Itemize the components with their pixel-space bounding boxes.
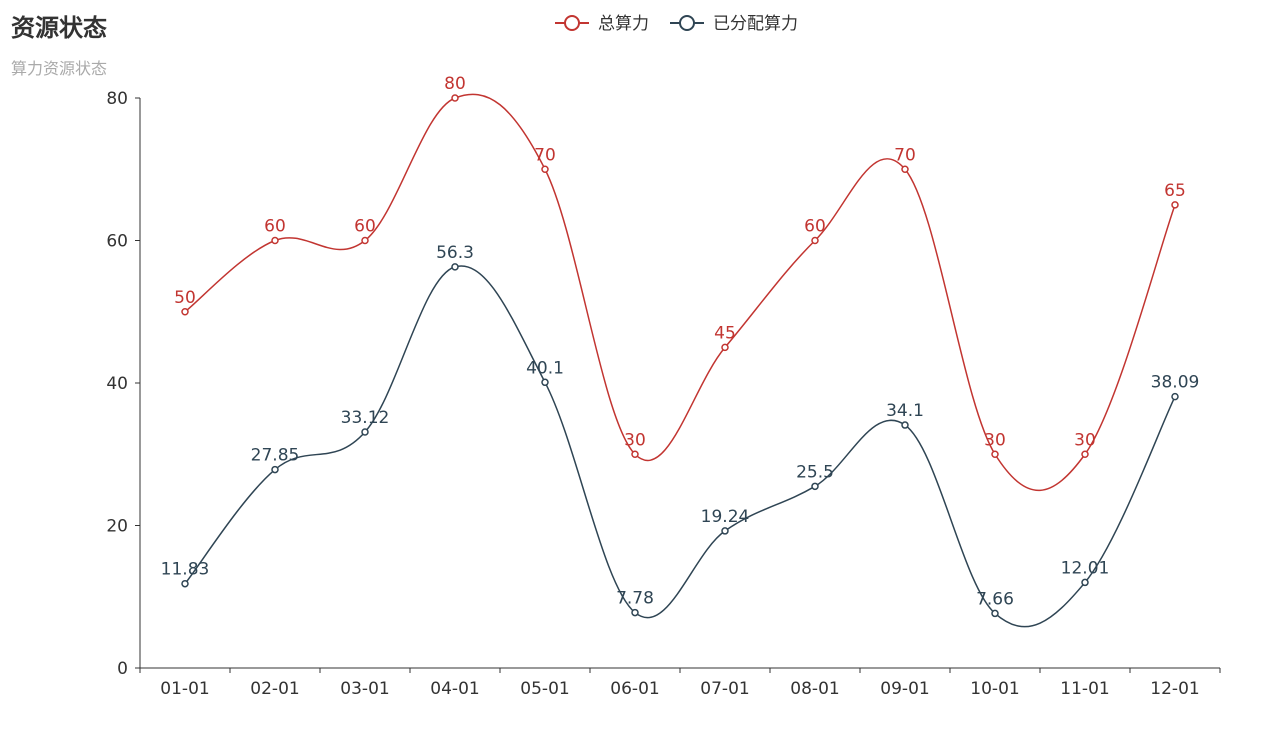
data-label: 45 [714,323,736,343]
data-point[interactable] [991,609,999,618]
series-line [184,93,1176,492]
data-point[interactable] [1081,578,1089,587]
data-label: 11.83 [161,560,210,580]
data-label: 50 [174,288,196,308]
legend-item[interactable]: 已分配算力 [670,14,798,34]
data-label: 27.85 [251,446,300,466]
x-tick-label: 08-01 [790,679,839,699]
x-tick-label: 05-01 [520,679,569,699]
data-label: 33.12 [341,408,390,428]
data-label: 7.66 [976,589,1014,609]
chart-subtitle: 算力资源状态 [11,59,108,78]
data-label: 38.09 [1151,373,1200,393]
data-label: 80 [444,74,466,94]
data-label: 30 [1074,430,1096,450]
data-point[interactable] [181,579,189,588]
data-point[interactable] [631,450,639,458]
data-point[interactable] [361,236,369,245]
data-point[interactable] [271,465,279,474]
x-tick-label: 07-01 [700,679,749,699]
data-label: 40.1 [526,358,564,378]
data-point[interactable] [541,165,549,173]
data-point[interactable] [181,308,189,316]
legend-marker [679,15,695,31]
x-tick-label: 02-01 [250,679,299,699]
chart-title: 资源状态 [11,14,107,42]
data-label: 12.01 [1061,558,1110,578]
y-tick-label: 20 [106,517,128,537]
data-point[interactable] [271,236,279,245]
data-label: 30 [984,430,1006,450]
data-point[interactable] [451,94,459,102]
data-point[interactable] [631,608,639,617]
x-tick-label: 04-01 [430,679,479,699]
data-point[interactable] [1171,392,1179,401]
data-label: 7.78 [616,589,654,609]
data-label: 56.3 [436,243,474,263]
data-label: 30 [624,430,646,450]
data-point[interactable] [361,428,369,436]
data-point[interactable] [901,165,909,173]
data-label: 19.24 [701,507,750,527]
data-point[interactable] [721,343,729,352]
x-tick-label: 11-01 [1060,679,1109,699]
data-point[interactable] [811,482,819,491]
data-label: 60 [804,217,826,237]
data-label: 60 [264,217,286,237]
data-point[interactable] [901,421,909,429]
data-point[interactable] [991,450,999,458]
series-line [184,265,1176,628]
x-tick-label: 09-01 [880,679,929,699]
y-tick-label: 40 [106,374,128,394]
x-tick-label: 12-01 [1150,679,1199,699]
data-label: 70 [534,145,556,165]
data-label: 70 [894,145,916,165]
data-point[interactable] [541,378,549,387]
legend-label: 总算力 [598,14,649,34]
x-tick-label: 06-01 [610,679,659,699]
y-tick-label: 80 [106,89,128,109]
y-tick-label: 0 [117,659,128,679]
data-point[interactable] [451,263,459,271]
data-label: 25.5 [796,462,834,482]
data-label: 65 [1164,181,1186,201]
y-tick-label: 60 [106,232,128,252]
data-point[interactable] [1081,450,1089,458]
x-tick-label: 03-01 [340,679,389,699]
legend-label: 已分配算力 [713,14,798,34]
legend-marker [564,15,580,31]
data-point[interactable] [721,527,729,535]
data-label: 60 [354,217,376,237]
data-point[interactable] [811,236,819,245]
x-tick-label: 01-01 [160,679,209,699]
legend-item[interactable]: 总算力 [555,14,649,34]
data-label: 34.1 [886,401,924,421]
data-point[interactable] [1171,201,1179,209]
x-tick-label: 10-01 [970,679,1019,699]
